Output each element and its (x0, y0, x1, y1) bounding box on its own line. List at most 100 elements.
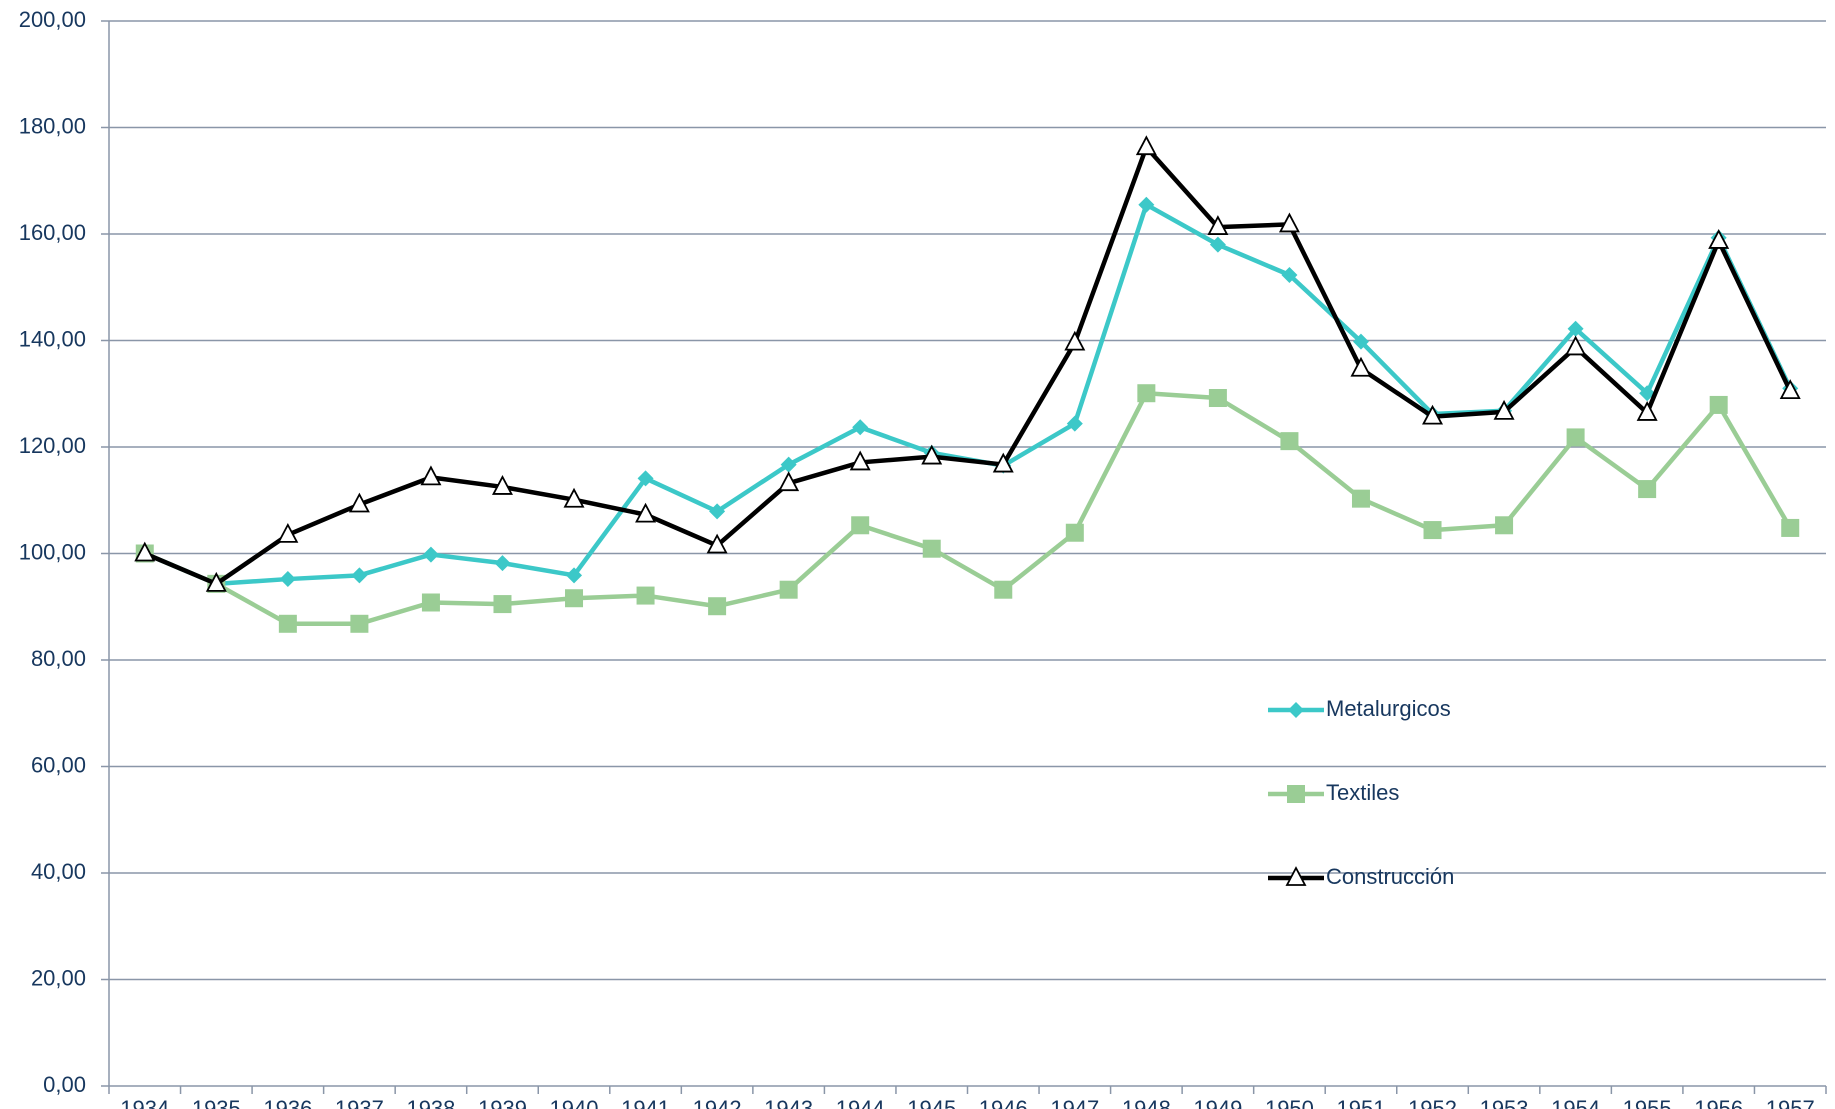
x-tick-label: 1937 (335, 1096, 384, 1109)
y-tick-label: 40,00 (31, 859, 86, 884)
marker (420, 465, 442, 486)
marker (1422, 404, 1444, 425)
x-tick-label: 1936 (263, 1096, 312, 1109)
marker (1137, 384, 1156, 403)
legend-label: Textiles (1326, 780, 1399, 805)
marker (491, 475, 513, 495)
marker (1280, 432, 1299, 451)
marker (1495, 516, 1514, 535)
marker (1423, 521, 1442, 540)
marker (1135, 135, 1157, 156)
x-tick-label: 1935 (192, 1096, 241, 1109)
x-tick-label: 1957 (1766, 1096, 1815, 1109)
marker (1493, 399, 1515, 420)
marker (780, 456, 797, 473)
marker (563, 487, 585, 508)
marker (1351, 489, 1370, 508)
marker (134, 541, 156, 562)
marker (992, 452, 1014, 473)
y-tick-label: 180,00 (19, 113, 86, 138)
marker (921, 444, 943, 465)
y-tick-label: 140,00 (19, 326, 86, 351)
x-tick-label: 1940 (550, 1096, 599, 1109)
marker (279, 571, 296, 588)
x-tick-label: 1950 (1265, 1096, 1314, 1109)
x-tick-label: 1934 (120, 1096, 169, 1109)
marker (1636, 400, 1658, 421)
marker (636, 586, 655, 605)
marker (1208, 389, 1227, 408)
marker (1781, 518, 1800, 537)
marker (1278, 212, 1300, 233)
marker (348, 492, 370, 513)
series-line (143, 390, 1793, 627)
marker (422, 546, 439, 563)
marker (994, 580, 1013, 599)
marker (1281, 267, 1298, 284)
marker (205, 571, 227, 592)
x-tick-label: 1952 (1408, 1096, 1457, 1109)
x-tick-label: 1954 (1551, 1096, 1600, 1109)
series-line (143, 144, 1793, 587)
marker (1065, 523, 1084, 542)
marker (849, 450, 871, 471)
y-tick-label: 200,00 (19, 7, 86, 32)
x-tick-label: 1946 (979, 1096, 1028, 1109)
x-tick-label: 1943 (764, 1096, 813, 1109)
legend-marker (1287, 785, 1305, 803)
marker (779, 580, 798, 599)
marker (851, 516, 870, 535)
series-line (143, 202, 1793, 587)
marker (566, 567, 583, 584)
marker (922, 539, 941, 558)
legend-marker (1285, 866, 1307, 886)
marker (1639, 385, 1656, 402)
marker (278, 614, 297, 633)
x-tick-label: 1953 (1480, 1096, 1529, 1109)
marker (1708, 228, 1730, 249)
x-tick-label: 1942 (693, 1096, 742, 1109)
marker (1709, 395, 1728, 414)
marker (635, 502, 657, 523)
x-tick-label: 1947 (1050, 1096, 1099, 1109)
x-tick-label: 1939 (478, 1096, 527, 1109)
marker (778, 471, 800, 492)
marker (709, 503, 726, 520)
x-tick-label: 1956 (1694, 1096, 1743, 1109)
marker (1066, 415, 1083, 432)
marker (852, 419, 869, 436)
x-tick-label: 1955 (1623, 1096, 1672, 1109)
marker (1565, 335, 1587, 356)
marker (1779, 379, 1801, 399)
marker (1207, 215, 1229, 235)
x-tick-label: 1944 (836, 1096, 885, 1109)
legend-label: Metalurgicos (1326, 696, 1451, 721)
y-tick-label: 80,00 (31, 646, 86, 671)
marker (1138, 196, 1155, 213)
marker (493, 595, 512, 614)
marker (1352, 333, 1369, 350)
marker (350, 614, 369, 633)
marker (706, 533, 728, 554)
y-tick-label: 160,00 (19, 220, 86, 245)
legend-marker (1288, 702, 1304, 718)
marker (277, 522, 299, 543)
marker (1209, 236, 1226, 253)
x-tick-label: 1945 (907, 1096, 956, 1109)
marker (421, 593, 440, 612)
marker (1638, 480, 1657, 499)
marker (637, 470, 654, 487)
x-tick-label: 1951 (1337, 1096, 1386, 1109)
x-tick-label: 1941 (621, 1096, 670, 1109)
x-tick-label: 1949 (1193, 1096, 1242, 1109)
y-tick-label: 0,00 (43, 1072, 86, 1097)
marker (1350, 356, 1372, 377)
marker (1566, 428, 1585, 447)
y-tick-label: 20,00 (31, 965, 86, 990)
marker (565, 589, 584, 608)
marker (351, 567, 368, 584)
y-tick-label: 120,00 (19, 433, 86, 458)
legend-label: Construcción (1326, 864, 1454, 889)
x-tick-label: 1948 (1122, 1096, 1171, 1109)
